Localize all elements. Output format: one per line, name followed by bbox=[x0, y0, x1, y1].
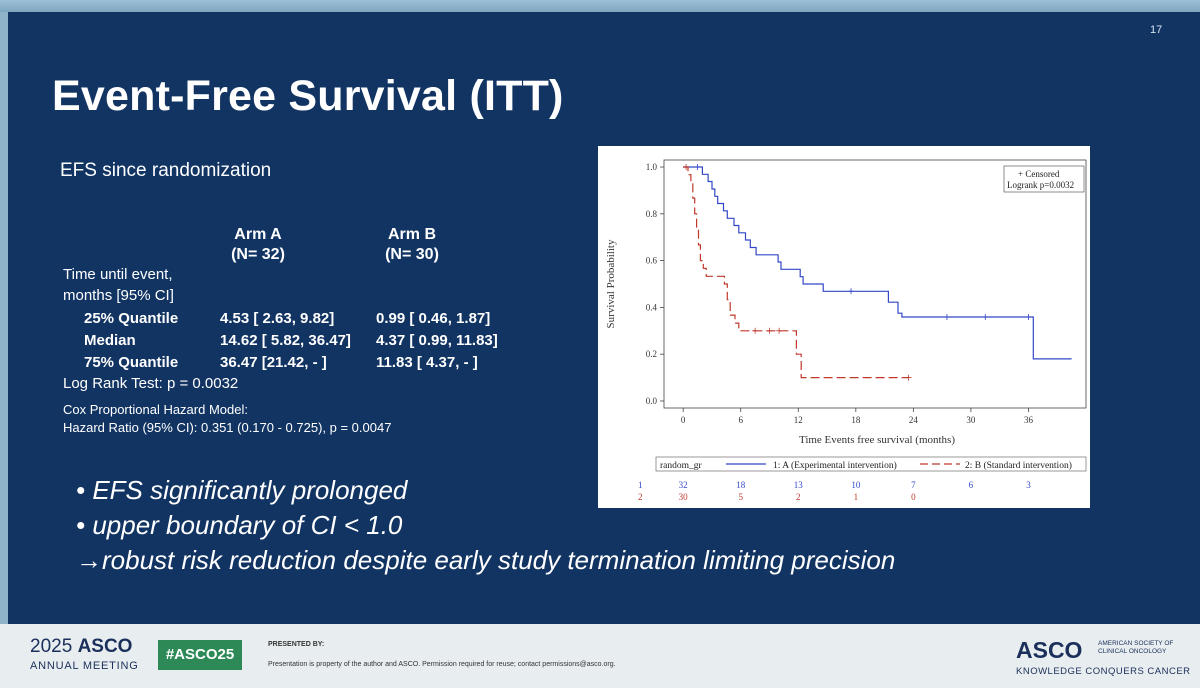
asco-society-name: AMERICAN SOCIETY OF CLINICAL ONCOLOGY bbox=[1098, 640, 1188, 656]
arm-b-n: (N= 30) bbox=[385, 246, 439, 263]
at-risk-a-value: 13 bbox=[794, 480, 804, 490]
society-line2: CLINICAL ONCOLOGY bbox=[1098, 648, 1167, 655]
x-tick-label: 30 bbox=[966, 415, 976, 425]
legend-logrank: Logrank p=0.0032 bbox=[1007, 180, 1074, 190]
group-legend-box bbox=[655, 456, 1087, 472]
presented-by-label: PRESENTED BY: bbox=[268, 641, 325, 648]
inset-legend-box bbox=[1003, 165, 1085, 193]
cox-model-title: Cox Proportional Hazard Model: bbox=[63, 402, 248, 417]
arm-a-curve bbox=[683, 166, 1072, 360]
at-risk-b-value: 5 bbox=[738, 492, 743, 502]
x-axis-label: Time Events free survival (months) bbox=[799, 434, 955, 446]
km-chart: 0.00.20.40.60.81.0 0 6 12 18 24 30 36 Survival… bbox=[605, 159, 1087, 502]
at-risk-b-value: 1 bbox=[854, 492, 859, 502]
legend-arm-b: 2: B (Standard intervention) bbox=[965, 460, 1072, 471]
plot-frame bbox=[663, 159, 1087, 409]
y-tick-label: 0.0 bbox=[646, 396, 658, 406]
cox-hazard-ratio: Hazard Ratio (95% CI): 0.351 (0.170 - 0.… bbox=[63, 420, 392, 435]
at-risk-a-value: 10 bbox=[851, 480, 861, 490]
at-risk-row-label-b: 2 bbox=[638, 492, 643, 502]
slide-subtitle: EFS since randomization bbox=[60, 160, 272, 181]
censor-mark bbox=[982, 313, 989, 320]
x-tick-label: 6 bbox=[738, 415, 743, 425]
y-tick-label: 0.8 bbox=[646, 209, 658, 219]
property-notice: Presentation is property of the author a… bbox=[268, 661, 616, 668]
logrank-text: Log Rank Test: p = 0.0032 bbox=[63, 375, 239, 392]
row-label-q25: 25% Quantile bbox=[84, 310, 179, 327]
meeting-year: 2025 bbox=[30, 636, 73, 657]
censor-mark bbox=[848, 288, 855, 295]
at-risk-a-value: 3 bbox=[1026, 480, 1031, 490]
y-tick-label: 0.4 bbox=[646, 302, 658, 312]
at-risk-a-value: 32 bbox=[679, 480, 688, 490]
x-tick-label: 36 bbox=[1024, 415, 1034, 425]
bullet-efs-prolonged: • EFS significantly prolonged bbox=[76, 475, 408, 505]
censor-mark bbox=[943, 313, 950, 320]
row-q25-arm-a: 4.53 [ 2.63, 9.82] bbox=[220, 310, 335, 327]
censor-mark bbox=[776, 327, 783, 334]
x-tick-label: 18 bbox=[851, 415, 861, 425]
row-label-median: Median bbox=[84, 332, 136, 349]
arm-b-curve bbox=[683, 166, 909, 379]
censor-mark bbox=[1025, 313, 1032, 320]
at-risk-b-value: 2 bbox=[796, 492, 801, 502]
censor-mark bbox=[694, 164, 701, 171]
km-chart-panel: 0.0 0.2 0.4 0.6 0.8 1.0 0 6 12 18 24 30 36 Survival… bbox=[598, 146, 1090, 508]
annual-meeting-label: ANNUAL MEETING bbox=[30, 660, 139, 672]
y-tick-label: 0.2 bbox=[646, 349, 657, 359]
arm-b-header: Arm B bbox=[387, 226, 436, 243]
slide-title: Event-Free Survival (ITT) bbox=[52, 72, 564, 120]
legend-arm-a: 1: A (Experimental intervention) bbox=[773, 460, 897, 471]
bullet-upper-boundary: • upper boundary of CI < 1.0 bbox=[76, 510, 403, 540]
at-risk-a-value: 6 bbox=[969, 480, 974, 490]
censor-mark bbox=[905, 374, 912, 381]
asco-logo: ASCO bbox=[1016, 637, 1083, 663]
time-label-line2: months [95% CI] bbox=[63, 287, 174, 304]
y-tick-label: 1.0 bbox=[646, 162, 658, 172]
at-risk-a-value: 7 bbox=[911, 480, 916, 490]
arm-a-header: Arm A bbox=[234, 226, 282, 243]
meeting-asco: ASCO bbox=[77, 636, 133, 657]
x-tick-label: 24 bbox=[909, 415, 919, 425]
censor-mark bbox=[752, 327, 759, 334]
window-top-strip bbox=[0, 0, 1200, 12]
bullet-robust-risk: →robust risk reduction despite early stu… bbox=[76, 545, 896, 575]
at-risk-row-label-a: 1 bbox=[638, 480, 643, 490]
row-median-arm-b: 4.37 [ 0.99, 11.83] bbox=[376, 332, 498, 349]
meeting-logo: 2025 ASCO bbox=[30, 636, 132, 658]
legend-group-label: random_gr bbox=[660, 461, 703, 471]
at-risk-a-value: 18 bbox=[736, 480, 746, 490]
asco-tagline: KNOWLEDGE CONQUERS CANCER bbox=[1016, 666, 1191, 677]
legend-censored: + Censored bbox=[1018, 169, 1060, 179]
row-q75-arm-b: 11.83 [ 4.37, - ] bbox=[376, 354, 478, 371]
time-label-line1: Time until event, bbox=[63, 266, 173, 283]
society-line1: AMERICAN SOCIETY OF bbox=[1098, 640, 1174, 647]
x-tick-label: 0 bbox=[681, 415, 686, 425]
y-axis-label: Survival Probability bbox=[605, 239, 617, 328]
at-risk-b-value: 30 bbox=[679, 492, 689, 502]
x-tick-label: 12 bbox=[794, 415, 803, 425]
row-q25-arm-b: 0.99 [ 0.46, 1.87] bbox=[376, 310, 491, 327]
y-tick-label: 0.6 bbox=[646, 256, 658, 266]
row-median-arm-a: 14.62 [ 5.82, 36.47] bbox=[220, 332, 351, 349]
row-label-q75: 75% Quantile bbox=[84, 354, 179, 371]
hashtag-badge: #ASCO25 bbox=[158, 640, 242, 670]
censor-mark bbox=[683, 164, 690, 171]
at-risk-b-value: 0 bbox=[911, 492, 916, 502]
censor-mark bbox=[766, 327, 773, 334]
slide-number: 17 bbox=[1150, 24, 1163, 36]
arm-a-n: (N= 32) bbox=[231, 246, 285, 263]
row-q75-arm-a: 36.47 [21.42, - ] bbox=[220, 354, 327, 371]
